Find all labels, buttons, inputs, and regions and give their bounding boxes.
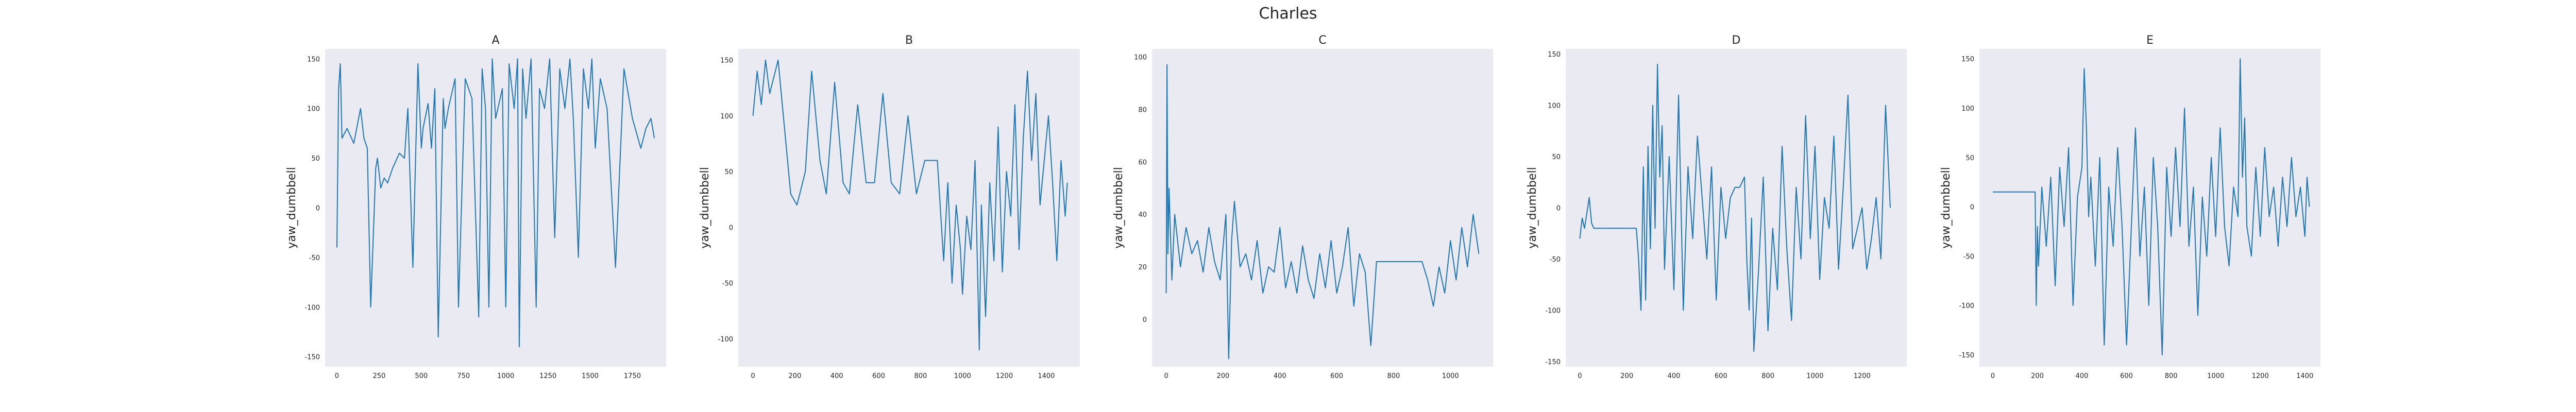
y-axis-label: yaw_dumbbell xyxy=(1112,167,1125,249)
x-tick-label: 0 xyxy=(335,372,339,380)
subplot-title: C xyxy=(1318,34,1326,47)
x-tick-label: 200 xyxy=(1217,372,1230,380)
x-tick-label: 600 xyxy=(2120,372,2133,380)
y-tick-label: 150 xyxy=(307,56,320,63)
x-tick-label: 1750 xyxy=(624,372,641,380)
y-tick-label: -50 xyxy=(309,254,320,262)
subplot-title: D xyxy=(1732,34,1741,47)
x-tick-label: 200 xyxy=(1620,372,1633,380)
x-tick-label: 500 xyxy=(415,372,428,380)
y-tick-label: 150 xyxy=(720,57,733,65)
x-tick-label: 800 xyxy=(914,372,927,380)
x-tick-label: 400 xyxy=(1668,372,1681,380)
y-tick-label: 0 xyxy=(1556,205,1561,213)
figure-suptitle: Charles xyxy=(1259,5,1317,23)
y-axis-label: yaw_dumbbell xyxy=(1940,167,1953,249)
x-tick-label: 600 xyxy=(872,372,885,380)
plot-area xyxy=(325,49,666,367)
y-tick-label: 100 xyxy=(307,106,320,113)
plot-area xyxy=(1152,49,1493,367)
y-tick-label: 50 xyxy=(1552,153,1561,161)
y-tick-label: -100 xyxy=(1545,307,1561,315)
series-line xyxy=(336,58,655,348)
y-tick-label: -50 xyxy=(1963,253,1974,261)
x-tick-label: 0 xyxy=(1991,372,1995,380)
y-tick-label: 0 xyxy=(729,224,733,232)
y-axis-label: yaw_dumbbell xyxy=(285,167,298,249)
x-tick-label: 1000 xyxy=(497,372,514,380)
plot-area xyxy=(738,49,1080,367)
y-tick-label: -100 xyxy=(1959,302,1974,310)
x-tick-label: 0 xyxy=(1578,372,1582,380)
x-tick-label: 600 xyxy=(1715,372,1727,380)
y-tick-label: 20 xyxy=(1138,264,1147,271)
y-tick-label: 0 xyxy=(1970,204,1974,212)
x-tick-label: 800 xyxy=(1761,372,1774,380)
x-tick-label: 1000 xyxy=(1442,372,1459,380)
y-axis-label: yaw_dumbbell xyxy=(699,167,711,249)
series-line xyxy=(1579,63,1891,352)
y-tick-label: -100 xyxy=(718,336,733,344)
x-tick-label: 750 xyxy=(457,372,470,380)
y-tick-label: 100 xyxy=(1961,105,1974,113)
y-axis-label: yaw_dumbbell xyxy=(1526,167,1539,249)
subplot-title: A xyxy=(492,34,499,47)
y-tick-label: 40 xyxy=(1138,211,1147,219)
y-tick-label: 100 xyxy=(720,113,733,121)
x-tick-label: 600 xyxy=(1330,372,1343,380)
y-tick-label: 50 xyxy=(311,155,320,163)
y-tick-label: 50 xyxy=(724,168,733,176)
x-tick-label: 1000 xyxy=(2207,372,2224,380)
y-tick-label: 100 xyxy=(1548,102,1561,110)
x-tick-label: 200 xyxy=(2031,372,2044,380)
x-tick-label: 1400 xyxy=(1038,372,1055,380)
y-tick-label: 150 xyxy=(1961,56,1974,63)
x-tick-label: 1200 xyxy=(1854,372,1871,380)
series-line xyxy=(1993,58,2310,355)
series-line xyxy=(1165,64,1480,359)
subplot-title: B xyxy=(905,34,913,47)
plot-area xyxy=(1979,49,2320,367)
y-tick-label: -50 xyxy=(722,280,733,288)
x-tick-label: 200 xyxy=(788,372,801,380)
x-tick-label: 800 xyxy=(2165,372,2178,380)
x-tick-label: 400 xyxy=(831,372,843,380)
series-line xyxy=(752,59,1068,351)
y-tick-label: 50 xyxy=(1965,154,1974,162)
y-tick-label: 0 xyxy=(1143,316,1147,324)
x-tick-label: 1000 xyxy=(954,372,971,380)
x-tick-label: 400 xyxy=(2076,372,2089,380)
y-tick-label: -50 xyxy=(1550,256,1561,264)
y-tick-label: 80 xyxy=(1138,106,1147,114)
x-tick-label: 1250 xyxy=(539,372,556,380)
x-tick-label: 1400 xyxy=(2296,372,2313,380)
x-tick-label: 250 xyxy=(372,372,385,380)
plot-area xyxy=(1566,49,1907,367)
x-tick-label: 1200 xyxy=(2252,372,2269,380)
x-tick-label: 1500 xyxy=(582,372,599,380)
y-tick-label: -100 xyxy=(304,304,320,312)
x-tick-label: 0 xyxy=(751,372,755,380)
y-tick-label: -150 xyxy=(1959,352,1974,359)
x-tick-label: 800 xyxy=(1387,372,1400,380)
subplot-title: E xyxy=(2146,34,2154,47)
y-tick-label: 150 xyxy=(1548,51,1561,59)
x-tick-label: 1200 xyxy=(996,372,1013,380)
y-tick-label: 60 xyxy=(1138,159,1147,166)
y-tick-label: 0 xyxy=(316,205,320,213)
y-tick-label: 100 xyxy=(1134,54,1147,61)
x-tick-label: 1000 xyxy=(1806,372,1823,380)
x-tick-label: 400 xyxy=(1274,372,1286,380)
x-tick-label: 0 xyxy=(1164,372,1168,380)
y-tick-label: -150 xyxy=(304,354,320,362)
y-tick-label: -150 xyxy=(1545,358,1561,366)
